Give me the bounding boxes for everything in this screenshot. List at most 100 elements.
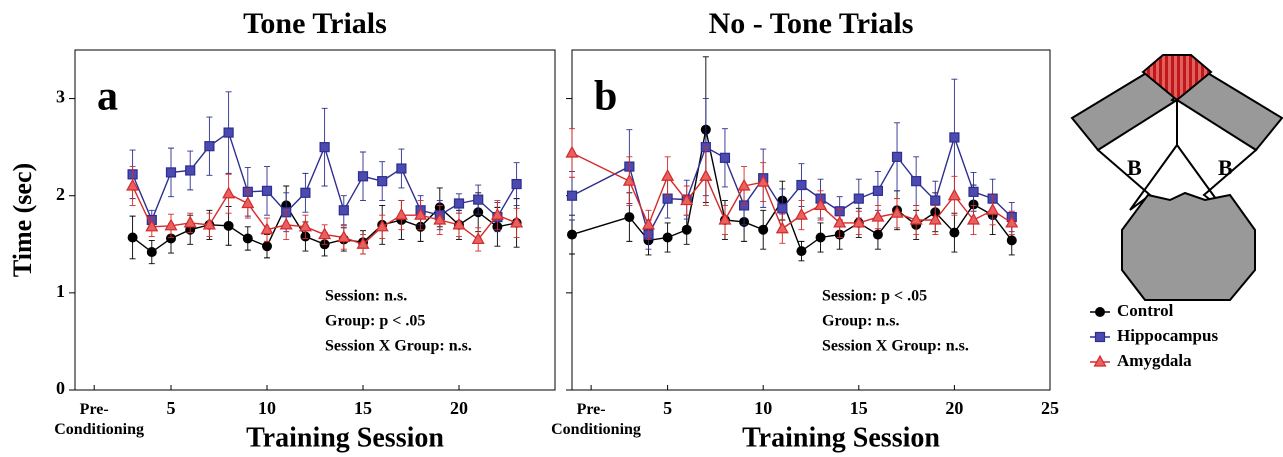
x-tick-label: 15	[850, 398, 868, 418]
data-point	[338, 205, 349, 216]
annotation: Group: p < .05	[325, 313, 425, 330]
data-point	[794, 207, 808, 220]
data-point	[909, 212, 923, 225]
data-point	[146, 247, 157, 258]
annotation: Session X Group: n.s.	[822, 338, 969, 355]
x-tick-label: Pre- Conditioning	[54, 401, 144, 438]
maze-start-box	[1121, 191, 1256, 301]
data-point	[357, 171, 369, 182]
data-point	[414, 207, 428, 220]
x-tick-label: 15	[354, 398, 372, 418]
data-point	[872, 229, 883, 240]
x-axis-label: Training Session	[246, 422, 444, 453]
series-line	[571, 135, 1013, 237]
data-point	[756, 174, 770, 187]
plot-frame	[74, 49, 556, 391]
data-point	[622, 173, 636, 186]
annotation: Session X Group: n.s.	[325, 338, 472, 355]
maze-arm	[1096, 98, 1178, 211]
data-point	[641, 217, 655, 230]
maze-center	[1141, 54, 1213, 102]
data-point	[565, 145, 579, 158]
data-point	[510, 215, 524, 228]
data-point	[947, 188, 961, 201]
x-tick-label: 5	[663, 398, 672, 418]
y-tick-label: 0	[56, 378, 65, 398]
x-tick-label-box: Pre- Conditioning	[551, 401, 641, 438]
chart-title: No - Tone Trials	[709, 7, 914, 40]
data-point	[185, 165, 196, 176]
data-point	[928, 212, 942, 225]
data-point	[165, 167, 177, 178]
panel-label: b	[594, 74, 617, 120]
y-tick-label: 2	[56, 184, 65, 204]
data-point	[166, 233, 176, 244]
data-point	[127, 232, 138, 243]
annotation: Session: n.s.	[325, 288, 407, 305]
annotation: Session: p < .05	[822, 288, 927, 305]
data-point	[852, 215, 866, 228]
data-point	[567, 229, 577, 240]
data-point	[796, 246, 807, 257]
data-point	[758, 224, 769, 235]
maze-arm	[1176, 98, 1258, 211]
data-point	[968, 186, 979, 197]
data-point	[624, 212, 635, 223]
data-point	[775, 221, 789, 234]
x-tick-label: 25	[1041, 398, 1059, 418]
series-line	[571, 152, 1013, 230]
data-point	[164, 218, 178, 231]
data-point	[202, 217, 216, 230]
y-tick-label: 3	[56, 87, 65, 107]
data-point	[223, 127, 234, 138]
data-point	[681, 224, 692, 235]
data-point	[833, 215, 847, 228]
annotation: Group: n.s.	[822, 313, 900, 330]
data-point	[490, 207, 504, 220]
data-point	[890, 205, 904, 218]
maze-label: B	[1218, 155, 1233, 180]
data-point	[145, 219, 159, 232]
data-point	[394, 207, 408, 220]
data-point	[815, 232, 826, 243]
data-point	[298, 219, 312, 232]
legend-marker	[1094, 331, 1106, 343]
data-point	[930, 195, 941, 206]
data-point	[204, 141, 215, 152]
chart-title: Tone Trials	[243, 7, 387, 40]
maze-diagram	[1070, 54, 1283, 301]
data-point	[377, 176, 388, 187]
y-axis-label: Time (sec)	[8, 163, 37, 277]
legend-marker	[1093, 354, 1107, 367]
data-point	[911, 176, 922, 187]
x-tick-label: 20	[450, 398, 468, 418]
data-point	[396, 163, 407, 174]
x-tick-label: 20	[945, 398, 963, 418]
data-point	[718, 212, 732, 225]
data-point	[319, 142, 330, 153]
data-point	[337, 230, 351, 243]
data-point	[737, 178, 751, 191]
data-point	[126, 178, 140, 191]
x-tick-label: 10	[754, 398, 772, 418]
data-point	[261, 185, 273, 196]
data-point	[183, 215, 197, 228]
legend-marker	[1095, 307, 1105, 317]
data-point	[719, 152, 731, 163]
data-point	[1006, 235, 1017, 246]
data-point	[986, 203, 1000, 215]
series-line	[571, 129, 1013, 253]
data-point	[680, 193, 694, 206]
data-point	[279, 217, 293, 230]
data-point	[471, 232, 485, 245]
data-point	[871, 209, 885, 222]
data-point	[661, 169, 675, 181]
x-tick-label: Pre- Conditioning	[551, 401, 641, 438]
legend-label: Control	[1117, 301, 1174, 320]
data-point	[814, 198, 828, 211]
data-point	[566, 190, 578, 201]
data-point	[796, 179, 807, 191]
data-point	[949, 132, 960, 143]
y-tick-label: 1	[56, 281, 65, 301]
